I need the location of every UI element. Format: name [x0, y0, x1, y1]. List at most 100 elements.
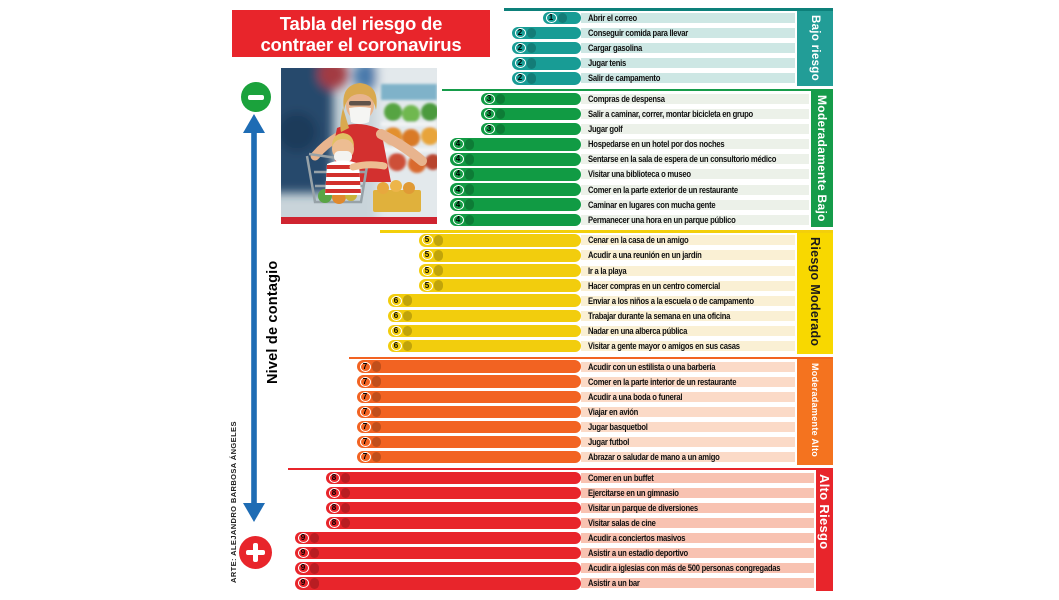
bar-zone: 4 — [288, 198, 581, 211]
risk-bar: 3 — [481, 122, 581, 136]
risk-value-badge: 9 — [297, 563, 309, 574]
risk-value-badge: 3 — [483, 124, 495, 135]
activity-label: Ejercitarse en un gimnasio — [588, 487, 679, 498]
activity-label: Caminar en lugares con mucha gente — [588, 199, 716, 210]
bar-zone: 9 — [288, 577, 581, 590]
risk-section-2: 3 Compras de despensa 3 Salir a caminar, co… — [288, 88, 833, 228]
risk-value-badge: 2 — [514, 43, 526, 54]
bar-cap-shade — [433, 265, 443, 276]
activity-label-cell: Jugar futbol — [581, 437, 795, 448]
activity-label: Jugar basquetbol — [588, 421, 648, 432]
bar-cap-shade — [340, 472, 350, 484]
bar-cap-shade — [340, 487, 350, 499]
activity-row: 6 Visitar a gente mayor o amigos en sus c… — [288, 338, 795, 353]
risk-band-label: Bajo riesgo — [809, 14, 821, 81]
risk-bar: 9 — [295, 577, 581, 590]
activity-row: 4 Comer en la parte exterior de un restau… — [288, 182, 810, 197]
risk-bar: 2 — [512, 41, 581, 55]
risk-value-badge: 6 — [390, 325, 402, 336]
bar-zone: 5 — [288, 249, 581, 262]
bar-cap-shade — [495, 123, 505, 135]
activity-row: 9 Asistir a un estadio deportivo — [288, 546, 815, 561]
risk-bar: 6 — [388, 339, 581, 353]
bar-zone: 8 — [288, 486, 581, 500]
activity-label: Visitar salas de cine — [588, 518, 656, 529]
activity-row: 7 Jugar futbol — [288, 435, 795, 450]
bar-zone: 9 — [288, 562, 581, 575]
risk-bar: 9 — [295, 531, 581, 545]
risk-value-badge: 4 — [452, 184, 464, 195]
activity-row: 9 Asistir a un bar — [288, 576, 815, 591]
bar-zone: 7 — [288, 390, 581, 404]
risk-value-badge: 7 — [359, 391, 371, 402]
activity-label-cell: Cargar gasolina — [581, 43, 795, 54]
risk-value-badge: 2 — [514, 73, 526, 84]
bar-zone: 7 — [288, 435, 581, 449]
activity-label-cell: Comer en un buffet — [581, 472, 815, 483]
activity-row: 9 Acudir a iglesias con más de 500 person… — [288, 561, 815, 576]
activity-label: Permanecer una hora en un parque público — [588, 214, 736, 225]
risk-bar: 5 — [419, 249, 581, 262]
risk-band-label: Alto Riesgo — [817, 474, 833, 550]
bar-zone: 3 — [288, 107, 581, 121]
bar-zone: 5 — [288, 279, 581, 292]
risk-value-badge: 2 — [514, 58, 526, 69]
activity-label-cell: Enviar a los niños a la escuela o de cam… — [581, 295, 795, 306]
activity-label-cell: Abrir el correo — [581, 13, 795, 24]
activity-row: 2 Salir de campamento — [288, 71, 795, 86]
bar-zone: 2 — [288, 72, 581, 85]
bar-cap-shade — [495, 108, 505, 120]
activity-label: Viajar en avión — [588, 406, 639, 417]
activity-row: 7 Jugar basquetbol — [288, 419, 795, 434]
risk-value-badge: 7 — [359, 406, 371, 417]
supermarket-photo — [281, 68, 437, 224]
risk-bar: 8 — [326, 486, 581, 500]
bar-zone: 4 — [288, 138, 581, 151]
activity-label: Asistir a un bar — [588, 578, 640, 589]
bar-zone: 3 — [288, 122, 581, 136]
risk-value-badge: 3 — [483, 109, 495, 120]
title-line-1: Tabla del riesgo de — [279, 12, 443, 34]
bar-cap-shade — [526, 42, 536, 54]
bar-cap-shade — [433, 235, 443, 246]
bar-zone: 7 — [288, 375, 581, 388]
activity-row: 8 Comer en un buffet — [288, 470, 815, 485]
activity-label: Enviar a los niños a la escuela o de cam… — [588, 295, 754, 306]
bar-cap-shade — [371, 406, 381, 418]
risk-value-badge: 6 — [390, 310, 402, 321]
activity-rows: 3 Compras de despensa 3 Salir a caminar, co… — [288, 91, 810, 227]
activity-rows: 8 Comer en un buffet 8 Ejercitarse en un gi… — [288, 470, 815, 591]
activity-label-cell: Acudir a iglesias con más de 500 persona… — [581, 563, 815, 574]
bar-zone: 8 — [288, 501, 581, 515]
bar-cap-shade — [526, 27, 536, 39]
activity-rows: 1 Abrir el correo 2 Conseguir comida para l… — [288, 11, 795, 86]
activity-row: 3 Jugar golf — [288, 122, 810, 137]
activity-label: Acudir a una boda o funeral — [588, 391, 683, 402]
activity-label-cell: Cenar en la casa de un amigo — [581, 235, 795, 246]
activity-label: Sentarse en la sala de espera de un cons… — [588, 154, 777, 165]
bar-cap-shade — [557, 12, 567, 24]
section-body: 7 Acudir con un estilista o una barbería 7… — [288, 357, 833, 465]
bar-cap-shade — [402, 325, 412, 337]
activity-row: 7 Acudir a una boda o funeral — [288, 389, 795, 404]
risk-value-badge: 5 — [421, 235, 433, 246]
section-divider-line — [288, 467, 833, 471]
activity-label: Conseguir comida para llevar — [588, 28, 689, 39]
risk-bar: 8 — [326, 516, 581, 530]
risk-value-badge: 2 — [514, 28, 526, 39]
risk-bar: 6 — [388, 294, 581, 307]
activity-row: 1 Abrir el correo — [288, 11, 795, 26]
activity-label: Visitar un parque de diversiones — [588, 502, 698, 513]
bar-zone: 7 — [288, 450, 581, 464]
activity-label: Comer en la parte interior de un restaur… — [588, 376, 737, 387]
activity-label-cell: Caminar en lugares con mucha gente — [581, 199, 810, 210]
activity-label-cell: Trabajar durante la semana en una oficin… — [581, 310, 795, 321]
risk-bar: 2 — [512, 57, 581, 70]
risk-bar: 7 — [357, 390, 581, 404]
risk-bar: 4 — [450, 213, 581, 227]
risk-bar: 9 — [295, 546, 581, 560]
bar-cap-shade — [402, 295, 412, 306]
risk-band: Bajo riesgo — [797, 10, 833, 86]
section-body: 1 Abrir el correo 2 Conseguir comida para l… — [288, 8, 833, 86]
activity-row: 5 Acudir a una reunión en un jardín — [288, 248, 795, 263]
